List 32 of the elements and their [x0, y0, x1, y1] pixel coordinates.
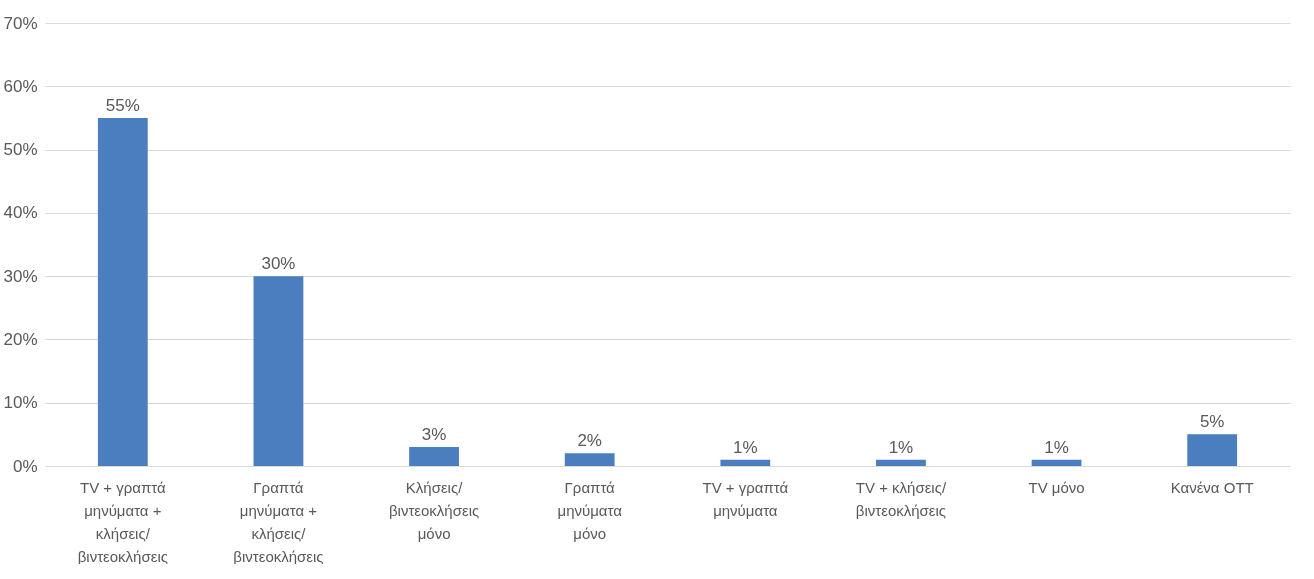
data-label: 2%: [577, 431, 602, 451]
bar: [564, 453, 615, 466]
bar: [1031, 459, 1082, 466]
data-label: 1%: [1044, 437, 1069, 457]
x-tick-label: TV μόνο: [1028, 478, 1085, 496]
x-tick-label: TV + γραπτά μηνύματα + κλήσεις/ βιντεοκλήσεις: [77, 478, 168, 565]
bar: [253, 276, 304, 466]
x-tick-label: TV + κλήσεις/ βιντεοκλήσεις: [855, 478, 947, 519]
bar: [720, 459, 771, 466]
bar: [409, 447, 459, 466]
data-label: 1%: [733, 437, 758, 457]
data-label: 3%: [421, 425, 447, 445]
x-tick-label: Κλήσεις/ βιντεοκλήσεις μόνο: [388, 478, 480, 542]
bar: [876, 459, 926, 466]
x-tick-label: TV + γραπτά μηνύματα: [702, 478, 789, 519]
y-tick-label: 0%: [12, 456, 38, 476]
x-tick-label: Γραπτά μηνύματα μόνο: [557, 478, 623, 542]
y-tick-label: 40%: [3, 203, 38, 223]
x-tick-label: Γραπτά μηνύματα + κλήσεις/ βιντεοκλήσεις: [233, 478, 324, 565]
y-tick-label: 70%: [3, 13, 38, 33]
bar: [1187, 434, 1238, 466]
data-label: 30%: [261, 254, 296, 274]
y-tick-label: 60%: [3, 76, 38, 96]
x-tick-label: Κανένα OTT: [1170, 478, 1254, 496]
bar: [97, 117, 148, 466]
data-label: 55%: [105, 95, 140, 115]
data-label: 1%: [888, 437, 914, 457]
y-tick-label: 30%: [3, 266, 38, 286]
data-label: 5%: [1199, 412, 1225, 432]
y-tick-label: 10%: [3, 393, 38, 413]
y-tick-label: 20%: [3, 329, 38, 349]
y-tick-label: 50%: [3, 140, 38, 160]
